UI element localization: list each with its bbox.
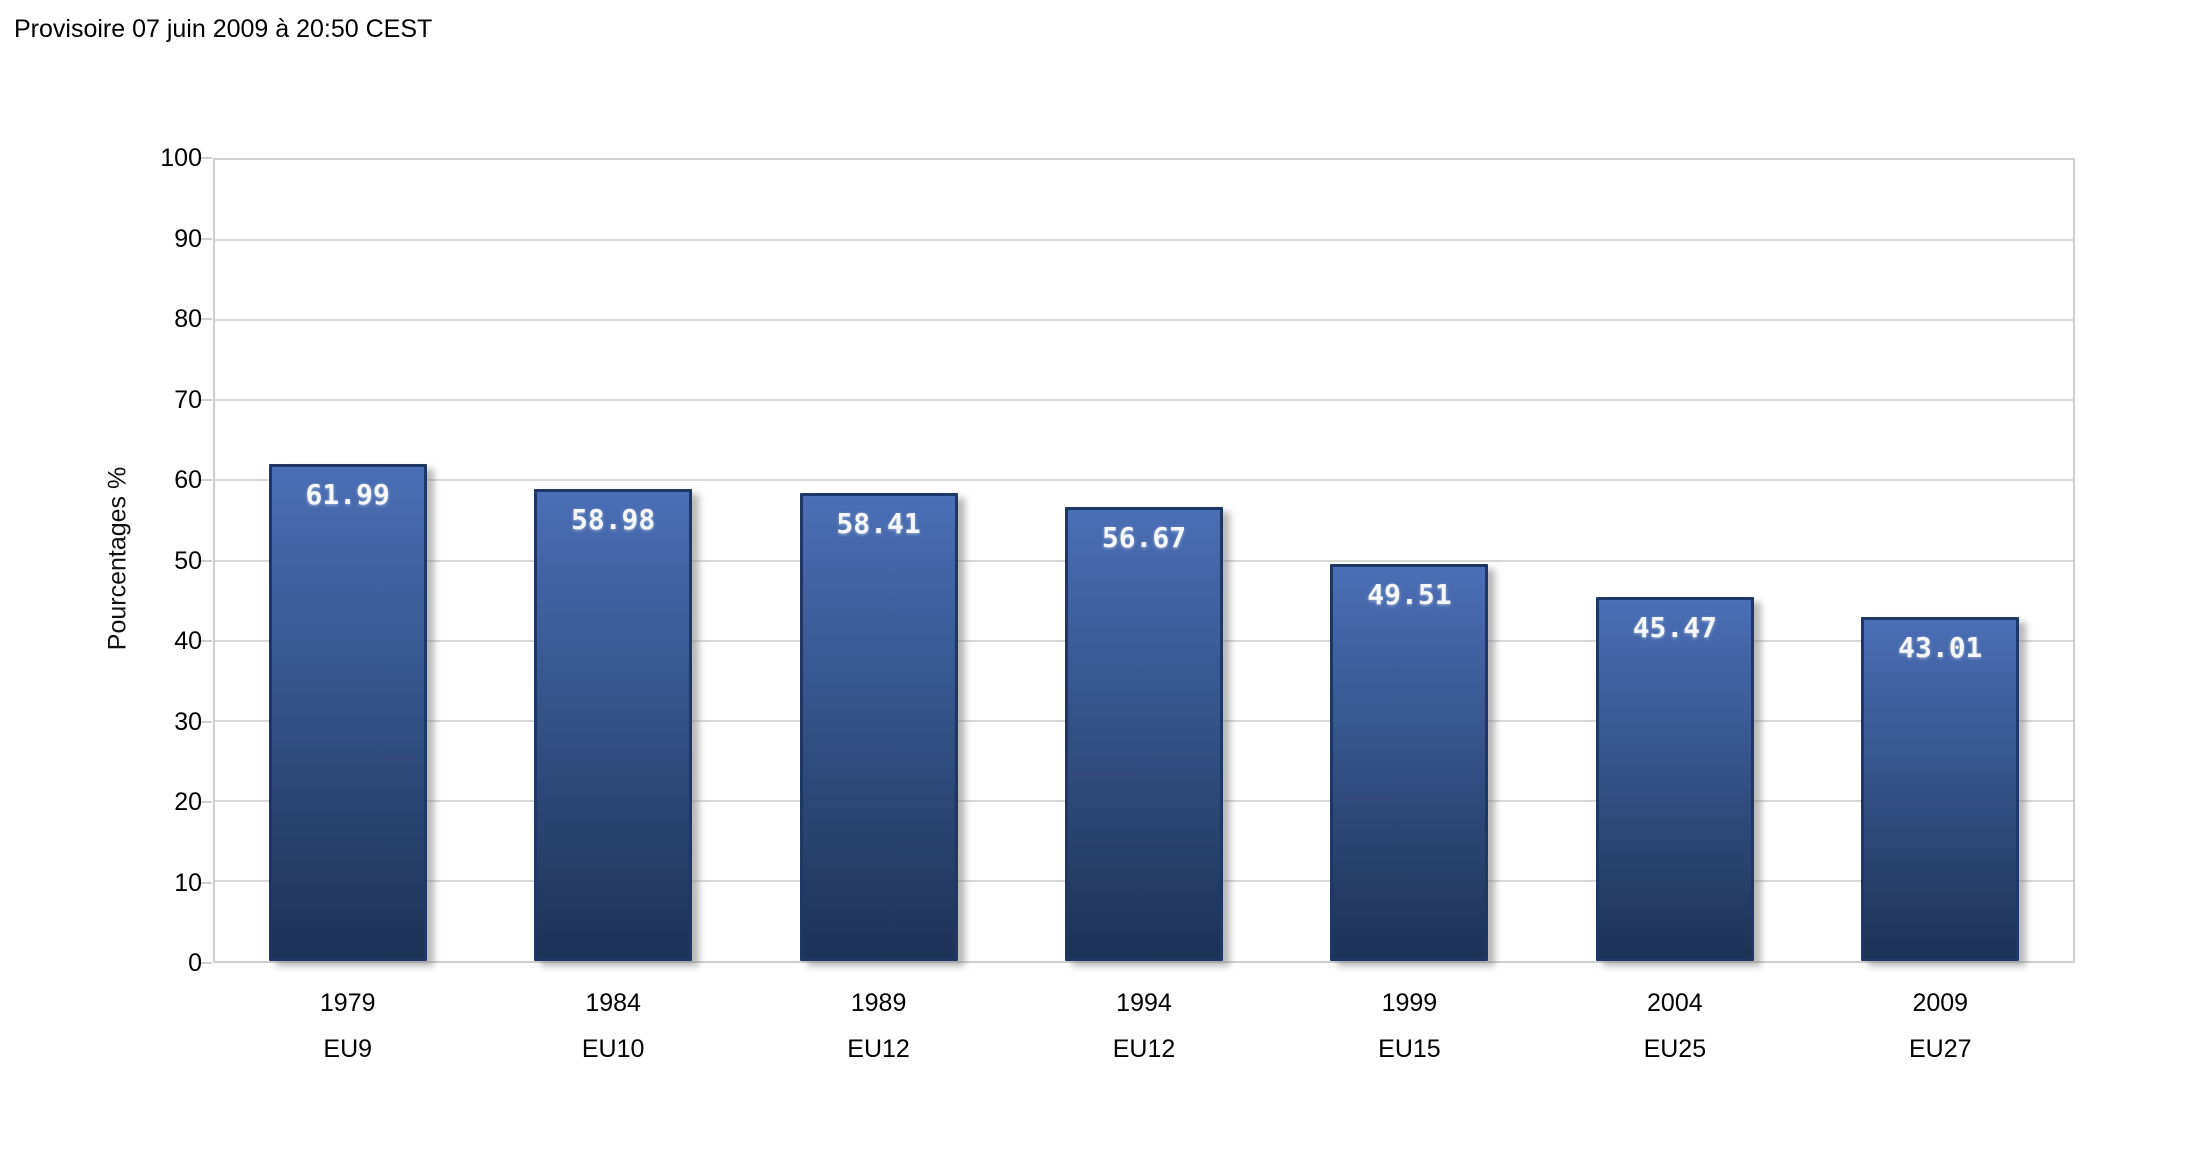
gridline — [215, 239, 2073, 242]
bar: 49.51 — [1330, 564, 1489, 961]
y-tick-mark — [201, 398, 212, 401]
gridline — [215, 399, 2073, 402]
x-tick-label: 2004 EU25 — [1542, 980, 1807, 1072]
bar: 58.41 — [799, 493, 958, 961]
bar-value-label: 45.47 — [1632, 610, 1717, 644]
chart-title: Provisoire 07 juin 2009 à 20:50 CEST — [14, 15, 433, 43]
y-tick-mark — [201, 479, 212, 481]
bar-value-label: 58.41 — [836, 507, 921, 541]
bar-value-label: 61.99 — [305, 478, 390, 512]
x-tick-label-group: EU10 — [581, 1035, 645, 1063]
y-tick-mark — [201, 237, 212, 240]
x-tick-label: 1984 EU10 — [480, 980, 745, 1072]
x-tick-label: 2009 EU27 — [1808, 980, 2073, 1072]
y-tick-mark — [201, 962, 212, 964]
bar-value-label: 56.67 — [1101, 521, 1187, 555]
x-tick-label: 1994 EU12 — [1011, 980, 1276, 1072]
plot-area: 61.99 58.98 58.41 56.67 49.51 45.47 43.01 — [213, 158, 2075, 963]
bar: 58.98 — [534, 488, 693, 961]
y-tick-label: 80 — [174, 305, 202, 333]
bar: 43.01 — [1861, 616, 2020, 961]
x-tick-label: 1979 EU9 — [215, 980, 480, 1072]
y-tick-mark — [201, 881, 212, 884]
x-tick-label-group: EU27 — [1909, 1035, 1972, 1063]
y-tick-label: 60 — [174, 466, 202, 494]
y-tick-label: 50 — [174, 546, 202, 575]
x-tick-label-group: EU15 — [1378, 1035, 1441, 1063]
x-tick-label-year: 1994 — [1116, 989, 1172, 1017]
x-tick-label-group: EU12 — [847, 1035, 910, 1063]
gridline — [215, 319, 2073, 322]
y-tick-label: 90 — [174, 224, 202, 253]
y-tick-mark — [201, 640, 212, 642]
y-tick-label: 100 — [160, 144, 202, 172]
y-tick-mark — [201, 318, 212, 320]
bar: 56.67 — [1065, 507, 1223, 961]
gridline — [215, 479, 2073, 482]
bar: 45.47 — [1595, 596, 1754, 961]
y-tick-mark — [201, 559, 212, 562]
x-tick-label-year: 1999 — [1381, 989, 1438, 1017]
x-tick-label-year: 2004 — [1647, 989, 1703, 1017]
x-tick-label: 1999 EU15 — [1277, 980, 1542, 1072]
y-tick-label: 30 — [174, 707, 202, 736]
bar-value-label: 49.51 — [1367, 578, 1452, 612]
y-tick-mark — [201, 157, 212, 159]
x-tick-label-group: EU9 — [323, 1035, 373, 1063]
y-tick-label: 0 — [188, 949, 202, 977]
y-tick-label: 10 — [174, 868, 202, 897]
x-tick-label-group: EU12 — [1112, 1035, 1176, 1063]
y-tick-mark — [201, 720, 212, 723]
x-tick-label-year: 2009 — [1912, 989, 1969, 1017]
y-tick-mark — [201, 801, 212, 803]
x-tick-label-year: 1989 — [850, 989, 907, 1017]
y-tick-label: 20 — [174, 788, 202, 816]
x-tick-label-year: 1979 — [319, 989, 376, 1017]
y-tick-label: 40 — [174, 627, 202, 655]
bar-value-label: 58.98 — [570, 502, 656, 536]
bar-value-label: 43.01 — [1898, 630, 1983, 664]
bar: 61.99 — [268, 464, 427, 961]
y-tick-label: 70 — [174, 385, 202, 414]
x-tick-label: 1989 EU12 — [746, 980, 1011, 1072]
x-tick-label-group: EU25 — [1643, 1035, 1707, 1063]
x-tick-label-year: 1984 — [585, 989, 641, 1017]
